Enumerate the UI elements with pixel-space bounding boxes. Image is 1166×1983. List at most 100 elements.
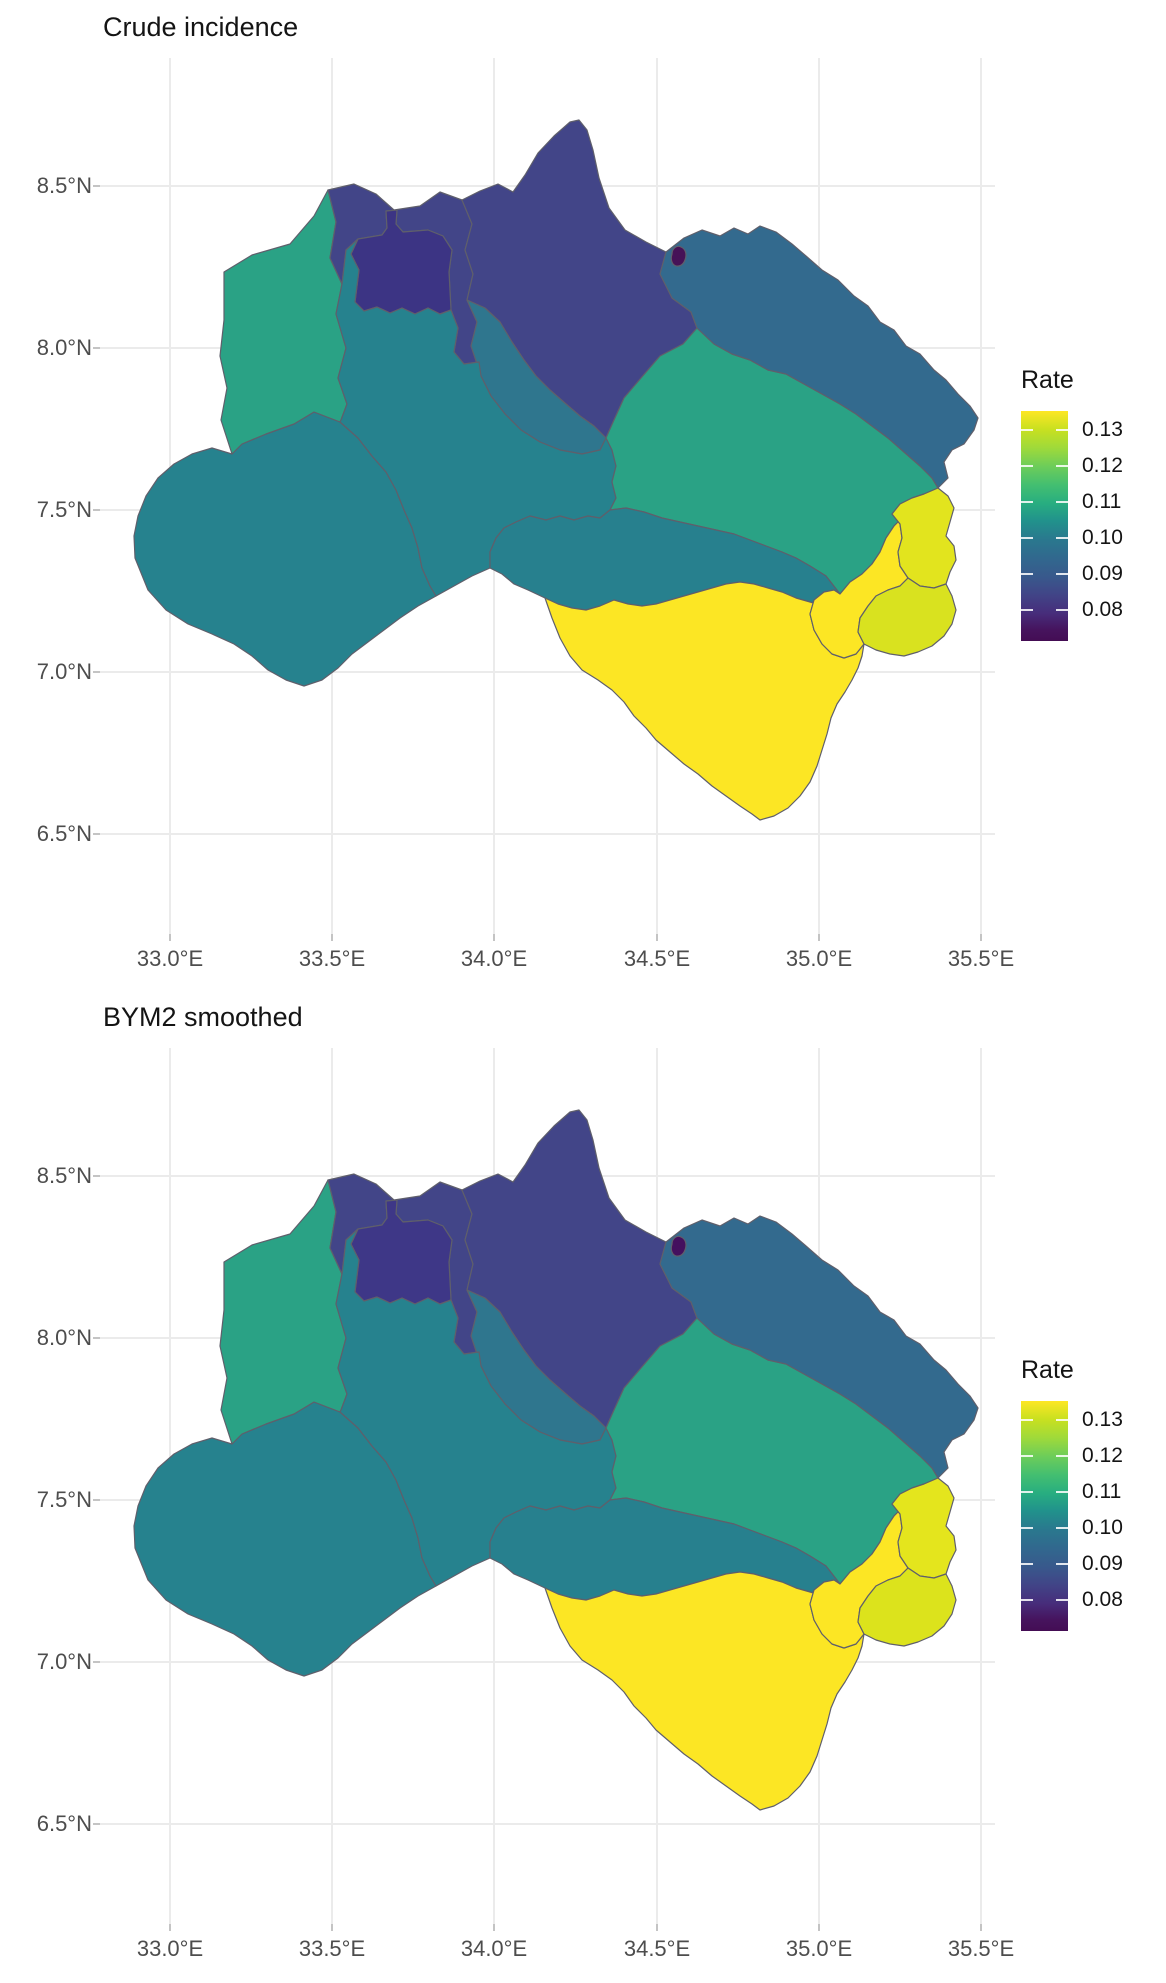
x-axis-tick <box>980 934 982 941</box>
legend-colorbar <box>1021 1401 1068 1631</box>
gridline-y-4 <box>100 833 995 835</box>
y-axis-tick <box>93 1499 100 1501</box>
legend-tick-mark <box>1056 537 1068 539</box>
gridline-y-4 <box>100 1823 995 1825</box>
panel-bym2-smoothed: BYM2 smoothed 33.0°E 33.5°E 34.0°E 34.5°E 35… <box>0 990 1166 1983</box>
legend-tick-mark <box>1021 1563 1033 1565</box>
legend-tick-label: 0.12 <box>1082 454 1123 477</box>
x-axis-label: 33.0°E <box>136 946 204 971</box>
x-axis-label: 34.5°E <box>623 946 691 971</box>
legend-tick-mark <box>1021 1599 1033 1601</box>
legend-tick-mark <box>1021 1491 1033 1493</box>
gridline-y-3 <box>100 671 995 673</box>
legend-tick-mark <box>1021 609 1033 611</box>
y-axis-label: 6.5°N <box>36 821 92 846</box>
y-axis-tick <box>93 1661 100 1663</box>
y-axis-tick <box>93 185 100 187</box>
plot-area: 33.0°E 33.5°E 34.0°E 34.5°E 35.0°E 35.5°E 8.5°… <box>37 58 1014 971</box>
legend-tick-mark <box>1056 465 1068 467</box>
x-axis-label: 35.5°E <box>947 946 1015 971</box>
gridline-x-5 <box>980 58 982 934</box>
x-axis-tick <box>331 1924 333 1931</box>
legend-tick-mark <box>1021 1527 1033 1529</box>
legend-tick-mark <box>1021 537 1033 539</box>
x-axis-label: 34.0°E <box>460 1936 528 1961</box>
choropleth-map <box>133 119 979 821</box>
legend: Rate 0.13 0.12 0.11 0.10 0.09 0.08 <box>1012 1356 1162 1656</box>
legend-tick-mark <box>1021 429 1033 431</box>
legend-tick-label: 0.08 <box>1082 598 1123 621</box>
map-region-northwest-green <box>219 1179 348 1445</box>
legend-tick-mark <box>1021 1455 1033 1457</box>
panel-title: BYM2 smoothed <box>103 1002 303 1032</box>
legend-tick-mark <box>1056 501 1068 503</box>
x-axis-tick <box>493 1924 495 1931</box>
y-axis-label: 6.5°N <box>36 1811 92 1836</box>
legend-tick-label: 0.10 <box>1082 526 1123 549</box>
map-region-east-steelblue <box>659 1215 979 1479</box>
map-region-tiny-dark-enclave <box>670 245 687 267</box>
gridline-x-5 <box>980 1048 982 1924</box>
legend-tick-label: 0.12 <box>1082 1444 1123 1467</box>
legend-tick-mark <box>1056 609 1068 611</box>
map-region-tiny-dark-enclave <box>670 1235 687 1257</box>
legend-tick-mark <box>1021 501 1033 503</box>
legend-tick-mark <box>1056 1599 1068 1601</box>
legend-tick-label: 0.13 <box>1082 418 1123 441</box>
legend-tick-mark <box>1056 573 1068 575</box>
legend-tick-label: 0.11 <box>1082 490 1122 513</box>
panel-crude-incidence: Crude incidence 33.0°E 33.5°E 34.0°E 34.5°E… <box>36 12 1162 971</box>
x-axis-label: 34.5°E <box>623 1936 691 1961</box>
legend-tick-label: 0.09 <box>1082 562 1123 585</box>
plot-area: 33.0°E 33.5°E 34.0°E 34.5°E 35.0°E 35.5°E 8.5°… <box>37 1048 1014 1961</box>
y-axis-label: 8.5°N <box>36 1163 92 1188</box>
y-axis-tick <box>93 1175 100 1177</box>
x-axis-label: 33.5°E <box>298 1936 366 1961</box>
legend-tick-mark <box>1056 1527 1068 1529</box>
y-axis-label: 7.0°N <box>36 1649 92 1674</box>
legend-tick-mark <box>1056 1455 1068 1457</box>
y-axis-label: 7.0°N <box>36 659 92 684</box>
legend-tick-mark <box>1021 573 1033 575</box>
legend-title: Rate <box>1021 1356 1074 1384</box>
legend-tick-label: 0.11 <box>1082 1480 1122 1503</box>
map-region-east-yellowgreen-2 <box>857 577 957 657</box>
y-axis-label: 8.0°N <box>36 1325 92 1350</box>
x-axis-label: 35.0°E <box>785 1936 853 1961</box>
y-axis-label: 8.5°N <box>36 173 92 198</box>
legend-title: Rate <box>1021 366 1074 394</box>
x-axis-tick <box>656 934 658 941</box>
panel-title: Crude incidence <box>103 12 299 42</box>
x-axis-label: 35.5°E <box>947 1936 1015 1961</box>
choropleth-map <box>133 1109 979 1811</box>
legend-tick-label: 0.08 <box>1082 1588 1123 1611</box>
legend-tick-mark <box>1021 1419 1033 1421</box>
x-axis-label: 34.0°E <box>460 946 528 971</box>
legend-tick-label: 0.10 <box>1082 1516 1123 1539</box>
map-region-mid-teal <box>335 1228 617 1587</box>
y-axis-tick <box>93 509 100 511</box>
map-region-east-steelblue <box>659 225 979 489</box>
legend-tick-mark <box>1021 465 1033 467</box>
y-axis-label: 7.5°N <box>36 1487 92 1512</box>
y-axis-label: 8.0°N <box>36 335 92 360</box>
x-axis-tick <box>169 934 171 941</box>
gridline-y-3 <box>100 1661 995 1663</box>
x-axis-tick <box>493 934 495 941</box>
x-axis-label: 33.5°E <box>298 946 366 971</box>
y-axis-label: 7.5°N <box>36 497 92 522</box>
map-region-east-yellowgreen-2 <box>857 1567 957 1647</box>
x-axis-tick <box>818 1924 820 1931</box>
legend-colorbar <box>1021 411 1068 641</box>
legend-tick-mark <box>1056 1491 1068 1493</box>
legend-tick-mark <box>1056 1419 1068 1421</box>
y-axis-tick <box>93 833 100 835</box>
x-axis-tick <box>980 1924 982 1931</box>
x-axis-tick <box>656 1924 658 1931</box>
legend: Rate 0.13 0.12 0.11 0.10 0.09 0.08 <box>1012 366 1162 666</box>
legend-tick-label: 0.13 <box>1082 1408 1123 1431</box>
x-axis-label: 33.0°E <box>136 1936 204 1961</box>
y-axis-tick <box>93 1823 100 1825</box>
y-axis-tick <box>93 347 100 349</box>
legend-tick-mark <box>1056 429 1068 431</box>
